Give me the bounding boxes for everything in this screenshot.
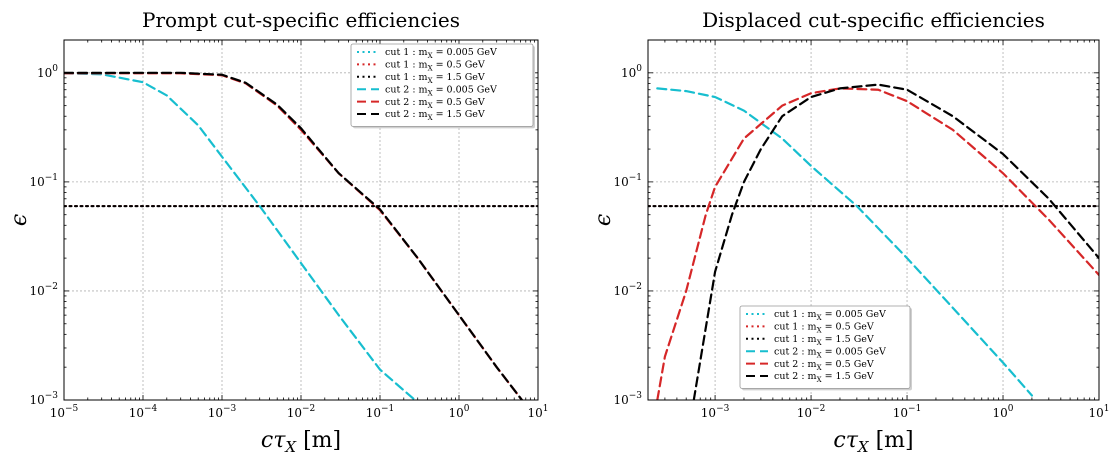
- x-axis-label: cτX [m]: [833, 428, 913, 454]
- x-tick-label: 101: [527, 404, 548, 420]
- x-tick-label: 100: [448, 404, 469, 420]
- x-tick-label: 10−4: [129, 404, 158, 420]
- x-tick-label: 10−5: [50, 404, 79, 420]
- chart-panel-2: 10−3 10−2 10−1 100 101 10−3 10−2 10−1 100 Displac…: [591, 8, 1110, 454]
- chart-title: Prompt cut-specific efficiencies: [142, 8, 460, 32]
- x-tick-label: 10−2: [797, 404, 826, 420]
- x-axis-label: cτX [m]: [261, 428, 341, 454]
- chart-panel-1: 10−5 10−4 10−3 10−2 10−1 100 101 10−3 10−2 10−1 10…: [7, 8, 549, 454]
- y-tick-label: 10−1: [29, 173, 58, 189]
- y-tick-label: 10−2: [29, 282, 58, 298]
- y-tick-label: 10−1: [613, 173, 642, 189]
- y-axis-label: ϵ: [7, 214, 32, 226]
- x-tick-label: 10−3: [701, 404, 730, 420]
- y-tick-label: 100: [621, 64, 642, 80]
- x-tick-label: 10−2: [287, 404, 316, 420]
- y-tick-label: 10−3: [613, 391, 642, 407]
- x-tick-label: 10−1: [366, 404, 395, 420]
- x-tick-label: 10−1: [893, 404, 922, 420]
- x-tick-label: 100: [993, 404, 1014, 420]
- chart-title: Displaced cut-specific efficiencies: [702, 8, 1045, 32]
- y-tick-label: 100: [37, 64, 58, 80]
- y-tick-label: 10−3: [29, 391, 58, 407]
- x-tick-label: 10−3: [208, 404, 237, 420]
- y-axis-label: ϵ: [591, 214, 616, 226]
- y-tick-label: 10−2: [613, 282, 642, 298]
- x-tick-label: 101: [1088, 404, 1109, 420]
